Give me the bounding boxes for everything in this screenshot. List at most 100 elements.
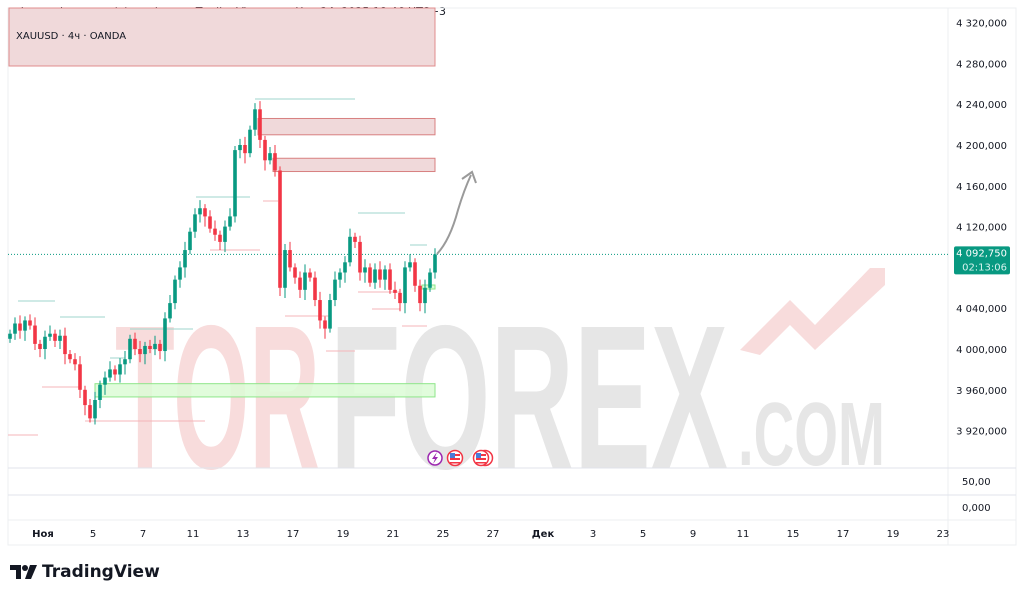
candle[interactable]	[273, 145, 277, 177]
candle[interactable]	[318, 291, 322, 329]
candle[interactable]	[228, 208, 232, 231]
date-tick-label: Ноя	[32, 529, 54, 540]
candle[interactable]	[73, 353, 77, 371]
candle[interactable]	[403, 261, 407, 314]
candle[interactable]	[173, 275, 177, 310]
candle[interactable]	[388, 263, 392, 294]
candle[interactable]	[48, 325, 52, 341]
candle[interactable]	[118, 358, 122, 383]
candle[interactable]	[98, 380, 102, 409]
candle[interactable]	[398, 288, 402, 312]
us-flag-icon[interactable]	[472, 449, 494, 467]
candle[interactable]	[308, 268, 312, 282]
candle[interactable]	[288, 241, 292, 272]
candle[interactable]	[348, 228, 352, 267]
candle[interactable]	[418, 279, 422, 312]
demand-zone[interactable]	[94, 383, 436, 398]
candle-body	[228, 216, 232, 227]
candle[interactable]	[113, 365, 117, 381]
lightning-icon[interactable]	[427, 450, 443, 466]
candle[interactable]	[218, 230, 222, 251]
candle[interactable]	[68, 350, 72, 364]
candle[interactable]	[128, 334, 132, 364]
candle[interactable]	[138, 340, 142, 363]
candle[interactable]	[28, 314, 32, 330]
candle[interactable]	[38, 339, 42, 358]
candle[interactable]	[413, 258, 417, 292]
candle[interactable]	[293, 263, 297, 284]
candle[interactable]	[93, 391, 97, 425]
candle[interactable]	[178, 261, 182, 288]
candle[interactable]	[253, 103, 257, 136]
candle[interactable]	[63, 327, 67, 365]
candle[interactable]	[433, 248, 437, 279]
candle[interactable]	[23, 316, 27, 341]
candle[interactable]	[268, 147, 272, 165]
candle[interactable]	[408, 254, 412, 272]
candle[interactable]	[88, 398, 92, 423]
candle[interactable]	[193, 208, 197, 238]
candle[interactable]	[8, 329, 12, 343]
candle[interactable]	[123, 351, 127, 375]
candle[interactable]	[18, 315, 22, 339]
candle[interactable]	[248, 125, 252, 158]
candle[interactable]	[368, 263, 372, 287]
candle[interactable]	[168, 294, 172, 323]
candle[interactable]	[383, 265, 387, 290]
candle[interactable]	[213, 220, 217, 241]
candle[interactable]	[343, 256, 347, 283]
candle[interactable]	[333, 271, 337, 307]
bar-countdown: 02:13:06	[962, 262, 1007, 273]
candle[interactable]	[428, 268, 432, 292]
candle[interactable]	[103, 371, 107, 395]
candle[interactable]	[363, 259, 367, 283]
candle[interactable]	[258, 101, 262, 149]
candle[interactable]	[58, 329, 62, 349]
supply-zone-top[interactable]	[8, 7, 436, 67]
candle[interactable]	[203, 204, 207, 227]
candle[interactable]	[313, 271, 317, 307]
candle[interactable]	[373, 263, 377, 289]
event-markers[interactable]	[427, 449, 494, 467]
candle[interactable]	[198, 200, 202, 223]
candle[interactable]	[298, 271, 302, 298]
candle[interactable]	[378, 261, 382, 288]
candle[interactable]	[278, 166, 282, 296]
candle[interactable]	[133, 332, 137, 356]
indicator-upper-label: 50,00	[962, 477, 991, 488]
supply-zone[interactable]	[257, 117, 436, 136]
candle[interactable]	[78, 356, 82, 398]
candle[interactable]	[283, 243, 287, 298]
candle[interactable]	[303, 264, 307, 301]
supply-zone[interactable]	[272, 157, 436, 173]
candle[interactable]	[263, 135, 267, 171]
candle[interactable]	[223, 220, 227, 253]
candle[interactable]	[393, 281, 397, 300]
candle[interactable]	[353, 232, 357, 249]
us-flag-icon[interactable]	[446, 449, 464, 467]
candle[interactable]	[163, 312, 167, 362]
candle[interactable]	[328, 293, 332, 333]
candle[interactable]	[338, 268, 342, 288]
candle[interactable]	[83, 385, 87, 416]
candle[interactable]	[243, 136, 247, 164]
candle[interactable]	[238, 138, 242, 159]
candle[interactable]	[43, 330, 47, 360]
candle[interactable]	[153, 335, 157, 356]
candle[interactable]	[148, 339, 152, 354]
candle[interactable]	[208, 210, 212, 233]
candle[interactable]	[53, 329, 57, 347]
candle[interactable]	[33, 317, 37, 351]
candle[interactable]	[423, 279, 427, 314]
candle[interactable]	[358, 235, 362, 281]
candle[interactable]	[233, 146, 237, 223]
projection-arrow-icon[interactable]	[436, 170, 477, 255]
candle[interactable]	[13, 317, 17, 340]
candle[interactable]	[188, 227, 192, 255]
candle[interactable]	[143, 341, 147, 365]
candle[interactable]	[158, 339, 162, 360]
candle[interactable]	[108, 361, 112, 382]
candle[interactable]	[323, 316, 327, 339]
candle[interactable]	[183, 241, 187, 278]
